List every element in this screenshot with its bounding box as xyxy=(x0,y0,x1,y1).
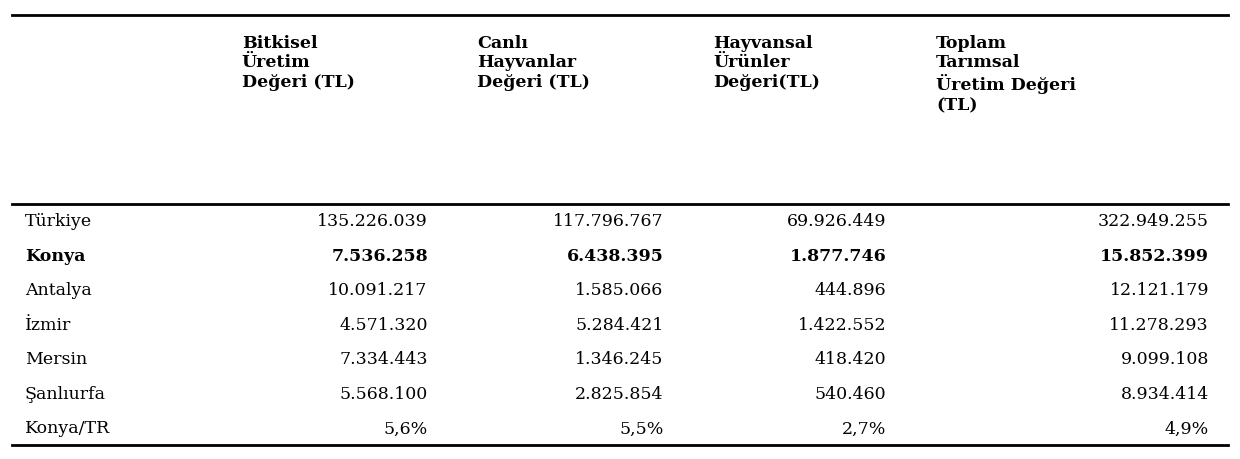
Text: 4,9%: 4,9% xyxy=(1164,420,1209,437)
Text: 5,6%: 5,6% xyxy=(383,420,428,437)
Text: Hayvansal
Ürünler
Değeri(TL): Hayvansal Ürünler Değeri(TL) xyxy=(713,34,820,90)
Text: 444.896: 444.896 xyxy=(815,282,887,299)
Text: Antalya: Antalya xyxy=(25,282,92,299)
Text: 540.460: 540.460 xyxy=(815,385,887,402)
Text: Mersin: Mersin xyxy=(25,351,87,368)
Text: Bitkisel
Üretim
Değeri (TL): Bitkisel Üretim Değeri (TL) xyxy=(242,34,355,90)
Text: 2.825.854: 2.825.854 xyxy=(575,385,663,402)
Text: 4.571.320: 4.571.320 xyxy=(340,316,428,333)
Text: 1.422.552: 1.422.552 xyxy=(799,316,887,333)
Text: 5.284.421: 5.284.421 xyxy=(575,316,663,333)
Text: 5,5%: 5,5% xyxy=(619,420,663,437)
Text: 10.091.217: 10.091.217 xyxy=(329,282,428,299)
Text: 418.420: 418.420 xyxy=(815,351,887,368)
Text: Konya: Konya xyxy=(25,247,86,264)
Text: İzmir: İzmir xyxy=(25,316,71,333)
Text: Toplam
Tarımsal
Üretim Değeri
(TL): Toplam Tarımsal Üretim Değeri (TL) xyxy=(936,34,1076,114)
Text: 8.934.414: 8.934.414 xyxy=(1121,385,1209,402)
Text: 69.926.449: 69.926.449 xyxy=(787,213,887,230)
Text: 322.949.255: 322.949.255 xyxy=(1097,213,1209,230)
Text: Türkiye: Türkiye xyxy=(25,213,92,230)
Text: 1.346.245: 1.346.245 xyxy=(575,351,663,368)
Text: 6.438.395: 6.438.395 xyxy=(567,247,663,264)
Text: 9.099.108: 9.099.108 xyxy=(1121,351,1209,368)
Text: Konya/TR: Konya/TR xyxy=(25,420,110,437)
Text: 135.226.039: 135.226.039 xyxy=(317,213,428,230)
Text: Şanlıurfa: Şanlıurfa xyxy=(25,385,105,402)
Text: 15.852.399: 15.852.399 xyxy=(1100,247,1209,264)
Text: 1.877.746: 1.877.746 xyxy=(790,247,887,264)
Text: 7.334.443: 7.334.443 xyxy=(340,351,428,368)
Text: 2,7%: 2,7% xyxy=(842,420,887,437)
Text: 12.121.179: 12.121.179 xyxy=(1110,282,1209,299)
Text: 7.536.258: 7.536.258 xyxy=(331,247,428,264)
Text: 117.796.767: 117.796.767 xyxy=(553,213,663,230)
Text: 5.568.100: 5.568.100 xyxy=(340,385,428,402)
Text: 1.585.066: 1.585.066 xyxy=(575,282,663,299)
Text: Canlı
Hayvanlar
Değeri (TL): Canlı Hayvanlar Değeri (TL) xyxy=(477,34,590,90)
Text: 11.278.293: 11.278.293 xyxy=(1110,316,1209,333)
